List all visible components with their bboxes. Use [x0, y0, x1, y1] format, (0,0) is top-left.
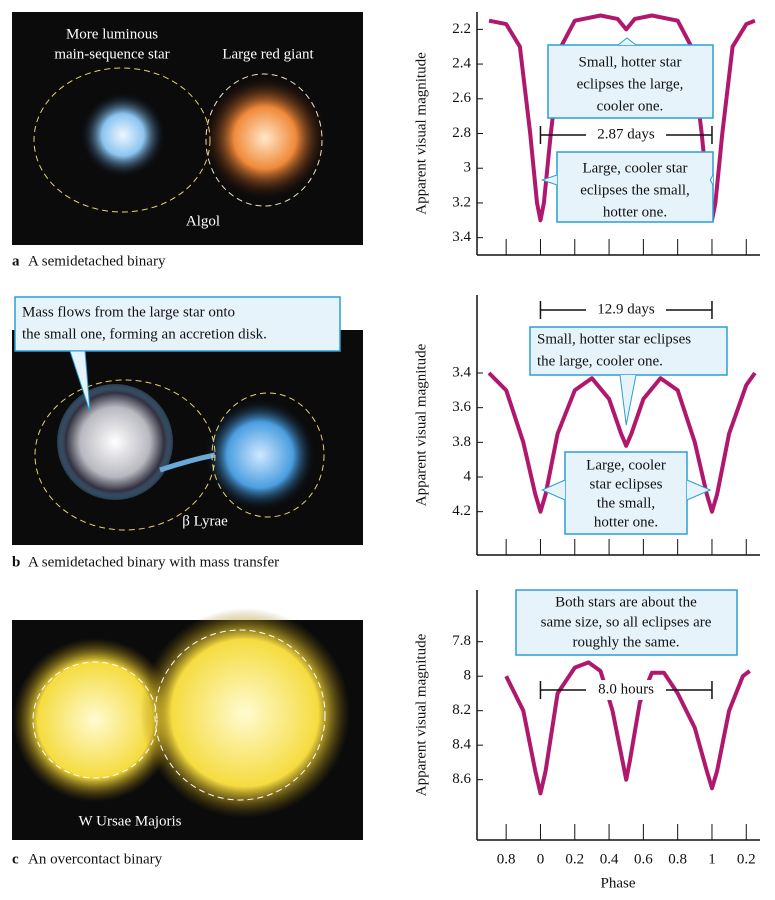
y-tick-label: 2.4: [452, 56, 471, 72]
y-tick-label: 3: [464, 160, 472, 176]
panel-letter: c: [12, 851, 19, 867]
y-tick-label: 4.2: [452, 503, 471, 519]
period-label: 8.0 hours: [598, 681, 654, 697]
panel-caption: A semidetached binary with mass transfer: [28, 554, 279, 570]
x-tick-label: 0.4: [600, 851, 619, 867]
x-tick-label: 0.8: [668, 851, 687, 867]
panel-label: More luminous: [66, 26, 158, 42]
label-bg: [586, 125, 666, 145]
light-curve: [487, 371, 757, 514]
annotation: eclipses the small,: [580, 182, 690, 198]
annotation: cooler one.: [597, 98, 664, 114]
annotation: eclipses the large,: [577, 76, 684, 92]
pointer: [540, 174, 558, 186]
y-tick-label: 3.4: [452, 364, 471, 380]
y-tick-label: 3.8: [452, 434, 471, 450]
annotation: Small, hotter star eclipses: [537, 331, 691, 347]
annotation: Small, hotter star: [579, 54, 682, 70]
panel-letter: b: [12, 554, 20, 570]
annotation: same size, so all eclipses are: [541, 614, 712, 630]
mass-stream: [159, 452, 216, 473]
pointer: [540, 479, 566, 501]
annotation: the small,: [597, 495, 655, 511]
panel-caption: An overcontact binary: [28, 851, 163, 867]
red-giant: [203, 76, 327, 200]
panel-label: the small one, forming an accretion disk…: [22, 326, 267, 342]
x-tick-label: 0.2: [565, 851, 584, 867]
pointer: [619, 374, 637, 426]
callout-pointer: [69, 350, 91, 413]
pointer: [686, 479, 712, 501]
panel-caption: A semidetached binary: [28, 253, 166, 269]
label-bg: [586, 680, 666, 700]
annotation-box: [529, 326, 728, 376]
annotation: the large, cooler one.: [537, 353, 663, 369]
annotation: hotter one.: [603, 204, 667, 220]
pointer: [617, 37, 637, 46]
y-tick-label: 8.2: [452, 702, 471, 718]
panel-label: main-sequence star: [54, 46, 169, 62]
annotation-box: [515, 589, 738, 656]
blue-star: [81, 93, 165, 177]
y-tick-label: 2.8: [452, 125, 471, 141]
panel-label: Mass flows from the large star onto: [22, 304, 235, 320]
annotation: roughly the same.: [572, 634, 679, 650]
panel-label: Large red giant: [222, 46, 314, 62]
x-tick-label: 0.8: [497, 851, 516, 867]
pointer: [709, 174, 714, 186]
x-tick-label: 0.2: [737, 851, 756, 867]
roche-lobe: [154, 629, 326, 801]
roche-lobe: [205, 73, 323, 207]
accreting-star: [57, 384, 173, 500]
x-tick-label: 0.6: [634, 851, 653, 867]
y-tick-label: 7.8: [452, 633, 471, 649]
panel-label: Algol: [186, 213, 220, 229]
panel-label: β Lyrae: [182, 513, 228, 529]
light-curve: [504, 660, 751, 796]
label-bg: [586, 300, 666, 320]
y-axis-label: Apparent visual magnitude: [413, 343, 429, 506]
roche-lobe: [32, 661, 158, 779]
panel-letter: a: [12, 253, 20, 269]
star: [13, 638, 177, 802]
roche-lobe: [34, 379, 216, 531]
annotation: Both stars are about the: [555, 594, 697, 610]
y-axis-label: Apparent visual magnitude: [413, 52, 429, 215]
y-tick-label: 2.6: [452, 90, 471, 106]
blue-star: [205, 400, 315, 510]
light-curve: [488, 13, 756, 223]
y-tick-label: 3.2: [452, 194, 471, 210]
annotation: star eclipses: [590, 476, 663, 492]
y-tick-label: 8.4: [452, 737, 471, 753]
panel-label: W Ursae Majoris: [78, 813, 181, 829]
y-tick-label: 8.6: [452, 771, 471, 787]
x-tick-label: 0: [537, 851, 545, 867]
x-axis-label: Phase: [601, 875, 636, 891]
roche-lobe: [33, 67, 211, 213]
annotation: Large, cooler star: [582, 160, 687, 176]
y-tick-label: 8: [464, 668, 472, 684]
annotation: hotter one.: [594, 514, 658, 530]
annotation-box: [556, 151, 714, 223]
y-tick-label: 2.2: [452, 21, 471, 37]
callout-box: [14, 296, 341, 352]
y-tick-label: 3.4: [452, 229, 471, 245]
y-tick-label: 4: [464, 468, 472, 484]
annotation: Large, cooler: [586, 457, 666, 473]
period-label: 2.87 days: [597, 126, 655, 142]
period-label: 12.9 days: [597, 301, 655, 317]
y-axis-label: Apparent visual magnitude: [413, 633, 429, 796]
roche-lobe: [211, 392, 325, 518]
x-tick-label: 1: [708, 851, 716, 867]
star: [140, 608, 350, 818]
annotation-box: [564, 451, 688, 535]
y-tick-label: 3.6: [452, 399, 471, 415]
